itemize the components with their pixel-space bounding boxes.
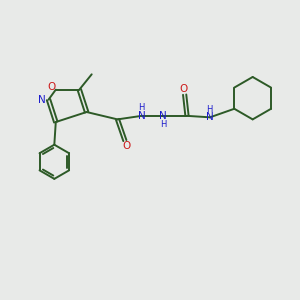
Text: O: O [179, 84, 187, 94]
Text: N: N [159, 111, 167, 121]
Text: N: N [38, 95, 46, 105]
Text: H: H [138, 103, 144, 112]
Text: H: H [160, 120, 167, 129]
Text: N: N [206, 112, 214, 122]
Text: O: O [47, 82, 56, 92]
Text: H: H [206, 105, 213, 114]
Text: O: O [122, 141, 130, 151]
Text: N: N [138, 111, 146, 121]
